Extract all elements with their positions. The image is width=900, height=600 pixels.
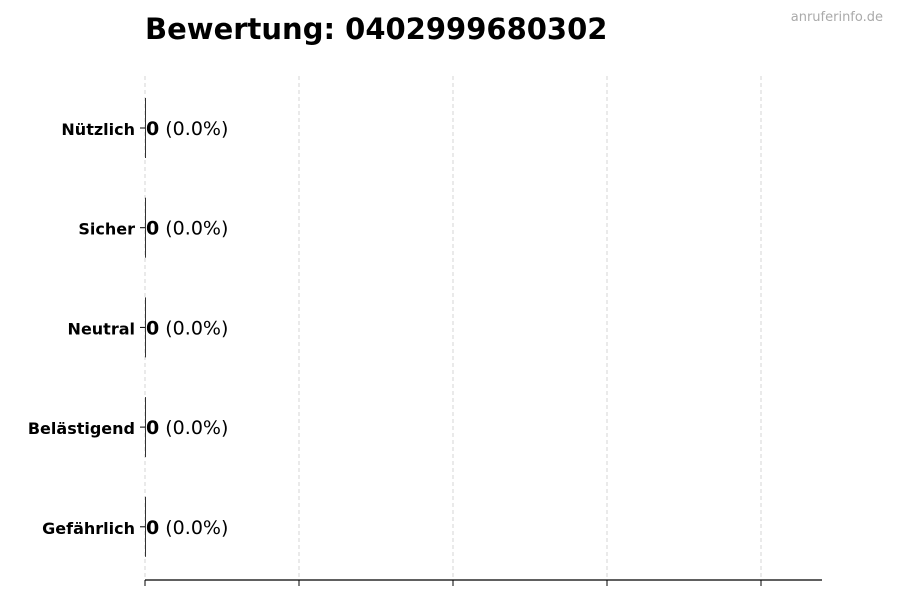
category-label: Gefährlich: [42, 519, 135, 538]
percentage-label: (0.0%): [159, 118, 228, 140]
bar: [145, 197, 146, 258]
bar: [145, 397, 146, 458]
category-label: Neutral: [68, 319, 135, 338]
data-label: 0 (0.0%): [146, 218, 228, 240]
data-label: 0 (0.0%): [146, 417, 228, 439]
data-label: 0 (0.0%): [146, 317, 228, 339]
chart-title: Bewertung: 0402999680302: [145, 12, 608, 46]
value-label: 0: [146, 417, 159, 439]
data-label: 0 (0.0%): [146, 118, 228, 140]
category-label: Sicher: [78, 220, 135, 239]
category-label: Nützlich: [61, 120, 135, 139]
data-label: 0 (0.0%): [146, 517, 228, 539]
category-label: Belästigend: [28, 419, 135, 438]
percentage-label: (0.0%): [159, 218, 228, 240]
value-label: 0: [146, 317, 159, 339]
percentage-label: (0.0%): [159, 417, 228, 439]
value-label: 0: [146, 517, 159, 539]
watermark: anruferinfo.de: [790, 10, 883, 25]
value-label: 0: [146, 118, 159, 140]
bar: [145, 98, 146, 158]
percentage-label: (0.0%): [159, 317, 228, 339]
bar: [145, 297, 146, 358]
percentage-label: (0.0%): [159, 517, 228, 539]
bar: [145, 496, 146, 557]
value-label: 0: [146, 218, 159, 240]
